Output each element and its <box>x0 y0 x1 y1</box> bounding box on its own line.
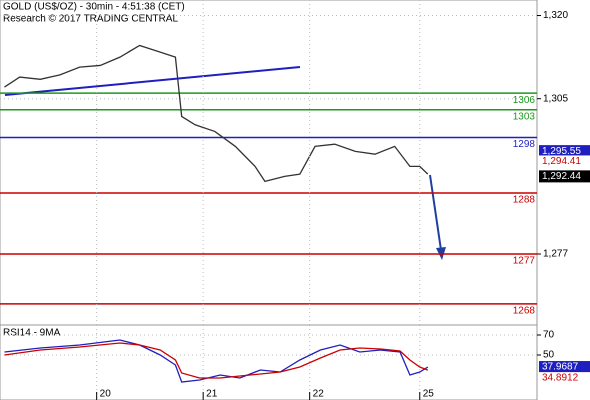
price-tag <box>539 145 590 158</box>
level-label: 1303 <box>513 111 536 122</box>
forecast-arrow <box>429 174 442 251</box>
price-tag-label: 1,295.55 <box>542 146 581 157</box>
plot-frame <box>0 0 538 400</box>
y-tick-label: 50 <box>543 350 555 361</box>
y-tick-label: 1,320 <box>543 10 568 21</box>
level-label: 1288 <box>513 195 536 206</box>
level-label: 1306 <box>513 95 536 106</box>
level-label: 1277 <box>513 256 536 267</box>
x-tick-label: 20 <box>100 389 112 400</box>
value-tag <box>539 361 590 374</box>
y-tick-label: 70 <box>543 330 555 341</box>
x-tick-label: 22 <box>313 389 325 400</box>
value-tag-label: 34.8912 <box>542 373 579 384</box>
series-line <box>4 342 429 379</box>
trend-line <box>4 66 301 96</box>
y-tick-label: 1,305 <box>543 93 568 104</box>
x-tick-label: 25 <box>423 389 435 400</box>
price-tag <box>539 170 590 183</box>
series-line <box>4 339 429 383</box>
price-tag <box>539 155 590 168</box>
y-tick-label: 1,277 <box>543 249 568 260</box>
level-label: 1268 <box>513 306 536 317</box>
price-tag-label: 1,294.41 <box>542 156 581 167</box>
series-line <box>4 44 429 183</box>
value-tag-label: 37.9687 <box>542 362 579 373</box>
value-tag <box>539 372 590 385</box>
rsi-title: RSI14 - 9MA <box>3 328 61 339</box>
chart-subtitle: Research © 2017 TRADING CENTRAL <box>3 14 178 25</box>
level-label: 1298 <box>513 139 536 150</box>
x-tick-label: 21 <box>206 389 218 400</box>
chart-title: GOLD (US$/OZ) - 30min - 4:51:38 (CET) <box>3 2 185 13</box>
price-tag-label: 1,292.44 <box>542 171 581 182</box>
